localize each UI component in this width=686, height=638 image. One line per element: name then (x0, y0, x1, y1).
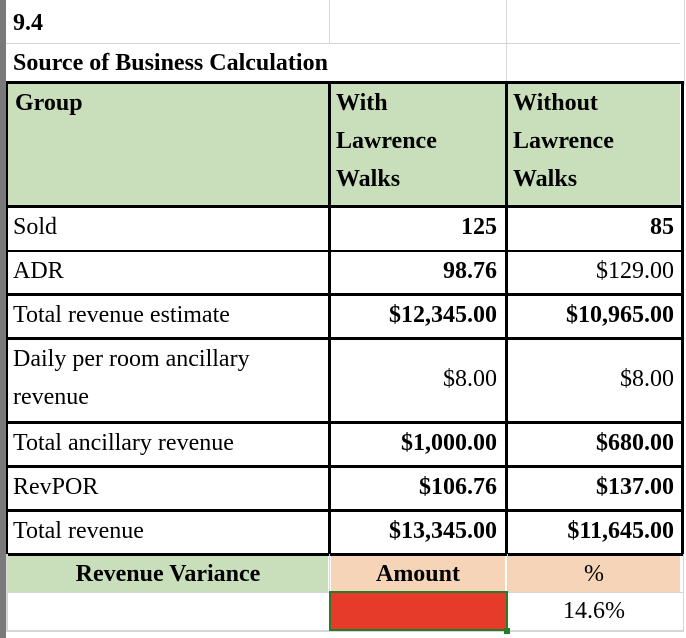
variance-amount-header[interactable]: Amount (331, 556, 505, 592)
row-adr-without[interactable]: $129.00 (596, 258, 674, 284)
window-edge (0, 0, 6, 638)
row-adr-label[interactable]: ADR (13, 258, 64, 284)
row-total-revenue-label[interactable]: Total revenue (13, 518, 144, 544)
row-total-revenue-without[interactable]: $11,645.00 (567, 518, 674, 544)
row-total-ancillary-with[interactable]: $1,000.00 (401, 430, 497, 456)
header-group-cell[interactable]: Group (8, 84, 328, 206)
variance-label-cell[interactable]: Revenue Variance (8, 556, 328, 592)
row-revpor-without[interactable]: $137.00 (596, 474, 674, 500)
header-without-cell[interactable]: Without Lawrence Walks (508, 84, 680, 206)
title-cell[interactable]: Source of Business Calculation (13, 50, 328, 76)
row-sold-with[interactable]: 125 (461, 214, 497, 240)
selection-outline (329, 591, 508, 631)
row-sold-label[interactable]: Sold (13, 214, 58, 240)
header-with-cell[interactable]: With Lawrence Walks (331, 84, 505, 206)
variance-percent-header[interactable]: % (508, 556, 680, 592)
variance-empty-cell[interactable] (8, 593, 328, 629)
fill-handle[interactable] (504, 628, 510, 634)
variance-percent-value-cell[interactable]: 14.6% (563, 598, 625, 624)
row-total-ancillary-without[interactable]: $680.00 (596, 430, 674, 456)
row-total-revenue-with[interactable]: $13,345.00 (389, 518, 497, 544)
row-revpor-with[interactable]: $106.76 (419, 474, 497, 500)
row-total-ancillary-label[interactable]: Total ancillary revenue (13, 430, 234, 456)
variance-amount-value-cell[interactable] (331, 593, 506, 629)
section-number-cell[interactable]: 9.4 (13, 10, 43, 36)
row-total-revenue-estimate-without[interactable]: $10,965.00 (566, 302, 674, 328)
row-daily-ancillary-without[interactable]: $8.00 (620, 366, 674, 392)
row-daily-ancillary-label[interactable]: Daily per room ancillary revenue (13, 346, 250, 410)
row-total-revenue-estimate-with[interactable]: $12,345.00 (389, 302, 497, 328)
row-total-revenue-estimate-label[interactable]: Total revenue estimate (13, 302, 230, 328)
row-revpor-label[interactable]: RevPOR (13, 474, 99, 500)
row-adr-with[interactable]: 98.76 (443, 258, 497, 284)
row-sold-without[interactable]: 85 (650, 214, 674, 240)
row-daily-ancillary-with[interactable]: $8.00 (443, 366, 497, 392)
